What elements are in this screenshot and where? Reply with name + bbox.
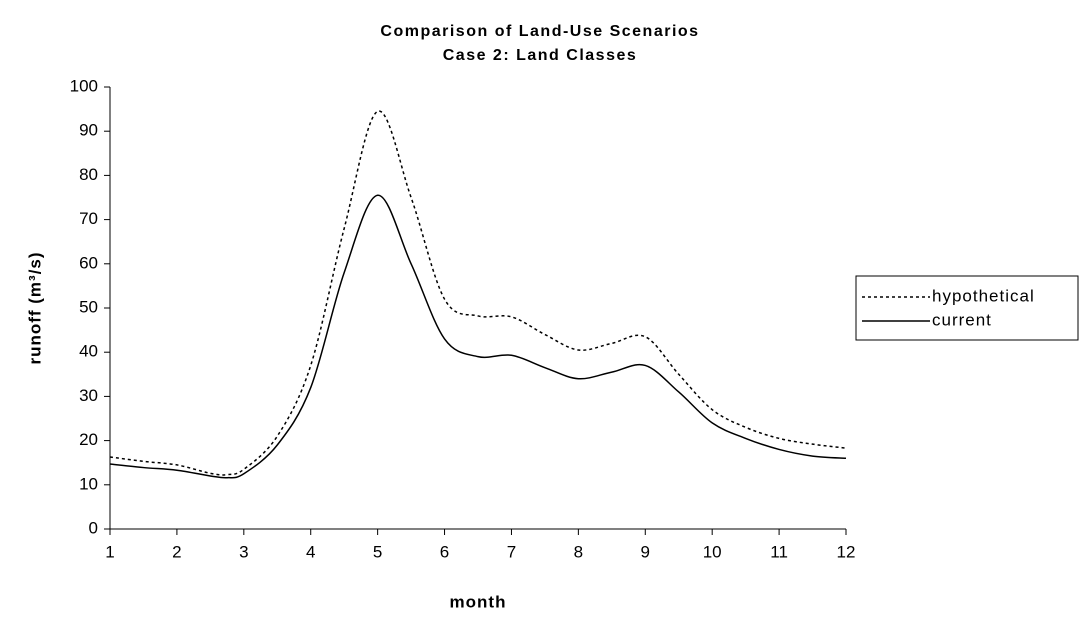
y-tick-label: 60 — [79, 253, 98, 272]
y-tick-label: 0 — [89, 518, 98, 537]
line-series — [109, 110, 847, 476]
y-tick-label: 70 — [79, 209, 98, 228]
x-tick-label: 12 — [837, 542, 856, 561]
x-tick-label: 7 — [507, 542, 516, 561]
y-axis-title: runoff (m³/s) — [25, 251, 44, 364]
y-tick-label: 50 — [79, 297, 98, 316]
x-tick-label: 11 — [770, 542, 788, 561]
legend-box — [855, 275, 1079, 341]
x-tick-label: 9 — [641, 542, 650, 561]
y-tick-label: 90 — [79, 121, 98, 140]
x-tick-label: 1 — [105, 542, 114, 561]
x-tick-label: 6 — [440, 542, 449, 561]
y-tick-label: 30 — [79, 386, 98, 405]
x-tick-label: 10 — [703, 542, 722, 561]
x-tick-label: 2 — [172, 542, 181, 561]
y-tick-label: 20 — [79, 430, 98, 449]
y-tick-label: 100 — [70, 76, 98, 95]
y-tick-label: 10 — [79, 474, 98, 493]
chart-subtitle: Case 2: Land Classes — [443, 47, 638, 64]
x-tick-label: 8 — [574, 542, 583, 561]
legend-label: hypothetical — [932, 286, 1035, 305]
y-tick-label: 40 — [79, 342, 98, 361]
x-tick-label: 5 — [373, 542, 382, 561]
x-axis-title: month — [450, 592, 507, 611]
line-series — [109, 194, 847, 479]
y-tick-label: 80 — [79, 165, 98, 184]
x-tick-label: 4 — [306, 542, 315, 561]
chart-title: Comparison of Land-Use Scenarios — [380, 23, 699, 40]
x-tick-label: 3 — [239, 542, 248, 561]
legend-label: current — [932, 310, 992, 329]
